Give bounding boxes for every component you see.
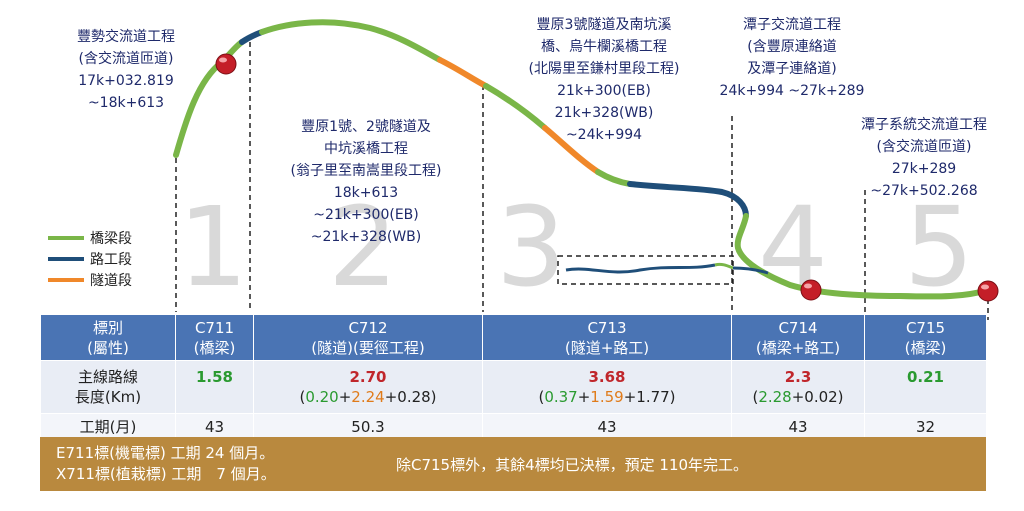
route-road-1 — [239, 29, 265, 45]
header-c714: C714 (橋梁+路工) — [731, 314, 865, 361]
contract-table: 標別 (屬性) C711 (橋梁) C712 (隧道)(要徑工程) C713 (隧道+路… — [40, 314, 987, 440]
duration-c715: 32 — [864, 413, 987, 440]
table-duration-row: 工期(月) 43 50.3 43 43 32 — [40, 413, 987, 440]
legend-swatch-road — [48, 257, 84, 261]
inset-route-tail — [732, 266, 769, 275]
duration-label: 工期(月) — [40, 413, 176, 440]
length-c712: 2.70 (0.20+2.24+0.28) — [253, 360, 483, 414]
table-length-row: 主線路線 長度(Km) 1.58 2.70 (0.20+2.24+0.28) 3.6… — [40, 360, 987, 414]
duration-c712: 50.3 — [253, 413, 483, 440]
route-bridge-5 — [734, 213, 991, 300]
route-tunnel-1 — [437, 57, 489, 89]
duration-c713: 43 — [482, 413, 732, 440]
footer-right-note: 除C715標外，其餘4標均已決標，預定 110年完工。 — [396, 456, 749, 474]
pin-3 — [977, 280, 999, 302]
table-header-row: 標別 (屬性) C711 (橋梁) C712 (隧道)(要徑工程) C713 (隧道+路… — [40, 314, 987, 361]
length-c711: 1.58 — [175, 360, 254, 414]
legend-item-road: 路工段 — [48, 249, 132, 269]
length-c714: 2.3 (2.28+0.02) — [731, 360, 865, 414]
legend-item-tunnel: 隧道段 — [48, 270, 132, 290]
legend-swatch-bridge — [48, 236, 84, 240]
section-label-4: 潭子交流道工程 (含豐原連絡道 及潭子連絡道) 24k+994 ~27k+289 — [719, 17, 865, 99]
route-bridge-2 — [259, 19, 443, 63]
duration-c714: 43 — [731, 413, 865, 440]
section-label-1: 豐勢交流道工程 (含交流道匝道) 17k+032.819 ~18k+613 — [77, 29, 175, 111]
legend-swatch-tunnel — [48, 278, 84, 282]
footer-left-note: E711標(機電標) 工期 24 個月。 X711標(植栽標) 工期 7 個月。 — [56, 444, 276, 483]
route-bridge-4 — [595, 169, 633, 187]
duration-c711: 43 — [175, 413, 254, 440]
header-c711: C711 (橋梁) — [175, 314, 254, 361]
section-number-1: 1 — [178, 183, 248, 311]
route-bridge-3 — [483, 83, 548, 131]
pin-2 — [800, 279, 822, 301]
length-c713: 3.68 (0.37+1.59+1.77) — [482, 360, 732, 414]
section-label-3: 豐原3號隧道及南坑溪 橋、烏牛欄溪橋工程 (北陽里至鎌村里段工程) 21k+300(… — [528, 17, 680, 143]
inset-route-end — [714, 262, 734, 270]
footer-note: E711標(機電標) 工期 24 個月。 X711標(植栽標) 工期 7 個月。… — [40, 437, 986, 491]
section-number-3: 3 — [496, 183, 566, 311]
header-c715: C715 (橋梁) — [864, 314, 987, 361]
section-number-2: 2 — [328, 183, 398, 311]
location-pins — [215, 53, 999, 302]
inset-route — [565, 263, 716, 274]
header-c713: C713 (隧道+路工) — [482, 314, 732, 361]
section-label-2: 豐原1號、2號隧道及 中坑溪橋工程 (翁子里至南嵩里段工程) 18k+613 ~21… — [290, 119, 442, 245]
legend-item-bridge: 橋梁段 — [48, 228, 132, 248]
section-label-5: 潭子系統交流道工程 (含交流道匝道) 27k+289 ~27k+502.268 — [861, 117, 987, 199]
route-road-2 — [627, 181, 749, 219]
header-c712: C712 (隧道)(要徑工程) — [253, 314, 483, 361]
header-label: 標別 (屬性) — [40, 314, 176, 361]
length-c715: 0.21 — [864, 360, 987, 414]
route-profile — [173, 19, 999, 320]
inset-box — [557, 255, 734, 285]
section-number-5: 5 — [904, 183, 974, 311]
route-tunnel-2 — [542, 125, 601, 175]
pin-1 — [215, 53, 237, 75]
length-label: 主線路線 長度(Km) — [40, 360, 176, 414]
